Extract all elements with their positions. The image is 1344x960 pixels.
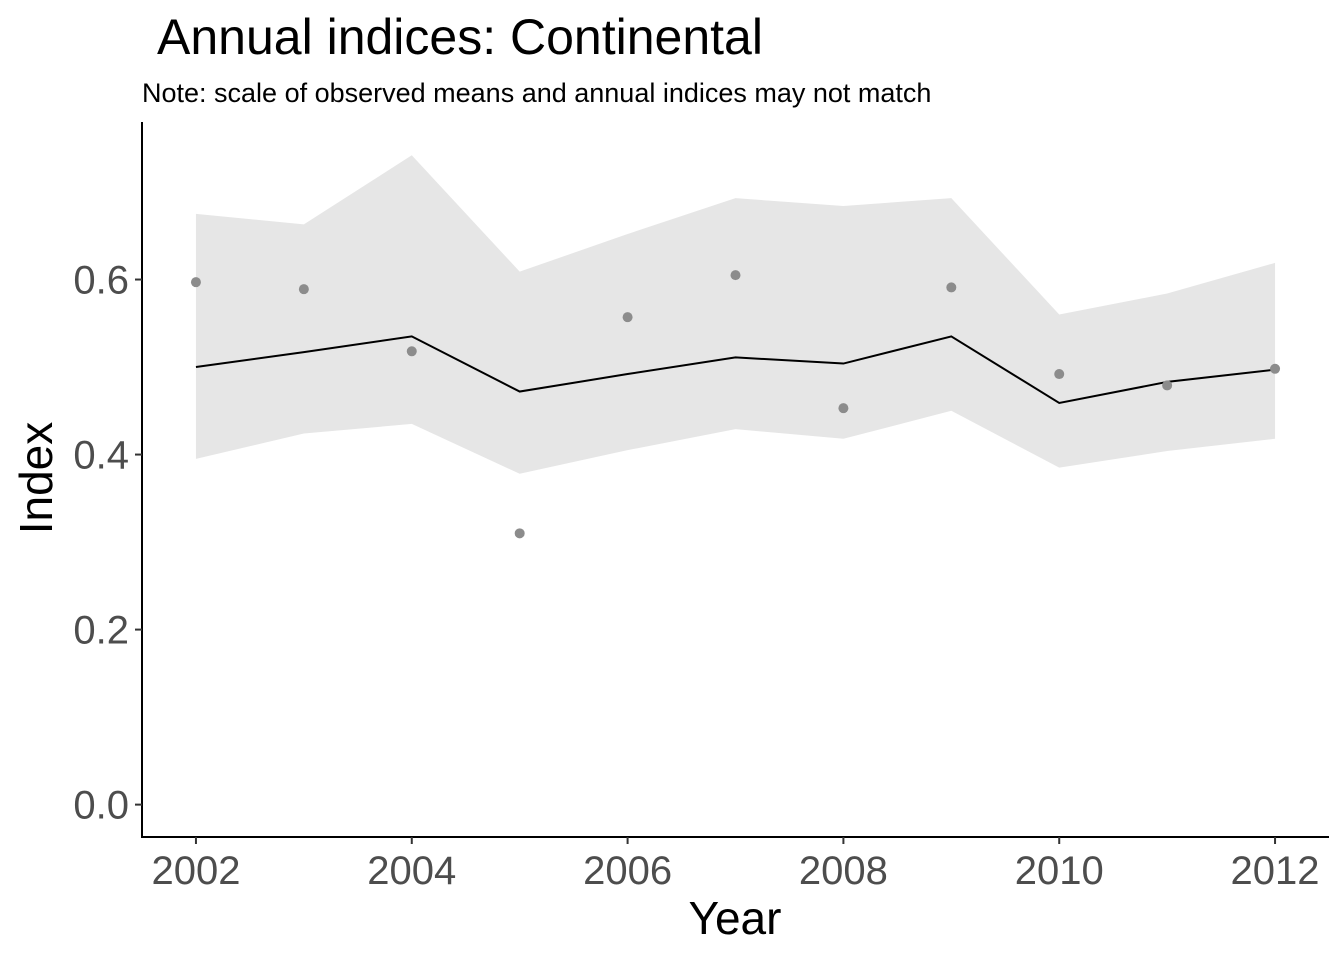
y-tick-label: 0.0 — [73, 784, 129, 828]
observed-mean-point — [730, 270, 741, 281]
observed-means-layer — [190, 270, 1281, 539]
y-tick-label: 0.4 — [73, 434, 129, 478]
observed-mean-point — [1054, 369, 1065, 380]
x-tick-label: 2008 — [799, 849, 888, 893]
observed-mean-point — [622, 312, 633, 323]
y-tick-label: 0.2 — [73, 609, 129, 653]
confidence-ribbon-layer — [195, 155, 1276, 474]
x-tick-label: 2006 — [583, 849, 672, 893]
observed-mean-point — [406, 346, 417, 357]
confidence-ribbon — [195, 155, 1276, 474]
x-tick-label: 2004 — [367, 849, 456, 893]
x-axis-ticks: 2002 2004 2006 2008 2010 2012 — [151, 837, 1320, 893]
observed-mean-point — [1270, 363, 1281, 374]
observed-mean-point — [190, 277, 201, 288]
y-axis-ticks: 0.0 0.2 0.4 0.6 — [73, 259, 142, 828]
observed-mean-point — [838, 403, 849, 414]
x-axis-title: Year — [689, 892, 782, 944]
y-axis-title: Index — [10, 422, 62, 535]
observed-mean-point — [514, 528, 525, 539]
index-line-layer — [195, 335, 1276, 404]
chart-subtitle: Note: scale of observed means and annual… — [142, 78, 931, 108]
observed-mean-point — [298, 284, 309, 295]
observed-mean-point — [946, 282, 957, 293]
chart-title: Annual indices: Continental — [157, 9, 763, 65]
index-line — [195, 335, 1276, 404]
x-tick-label: 2012 — [1231, 849, 1320, 893]
y-tick-label: 0.6 — [73, 259, 129, 303]
x-tick-label: 2002 — [151, 849, 240, 893]
x-tick-label: 2010 — [1015, 849, 1104, 893]
observed-mean-point — [1162, 380, 1173, 391]
